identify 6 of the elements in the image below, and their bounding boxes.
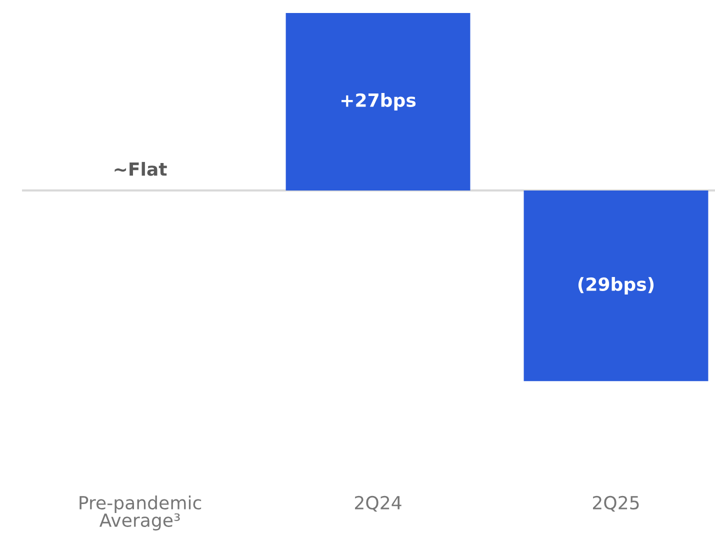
x-tick-label: 2Q25 — [592, 496, 639, 512]
data-label: (29bps) — [578, 277, 654, 295]
x-tick-label: Pre-pandemic Average³ — [80, 496, 202, 531]
data-label: ~Flat — [114, 162, 167, 176]
data-label: +27bps — [342, 93, 416, 110]
x-tick-label: 2Q24 — [355, 496, 402, 512]
